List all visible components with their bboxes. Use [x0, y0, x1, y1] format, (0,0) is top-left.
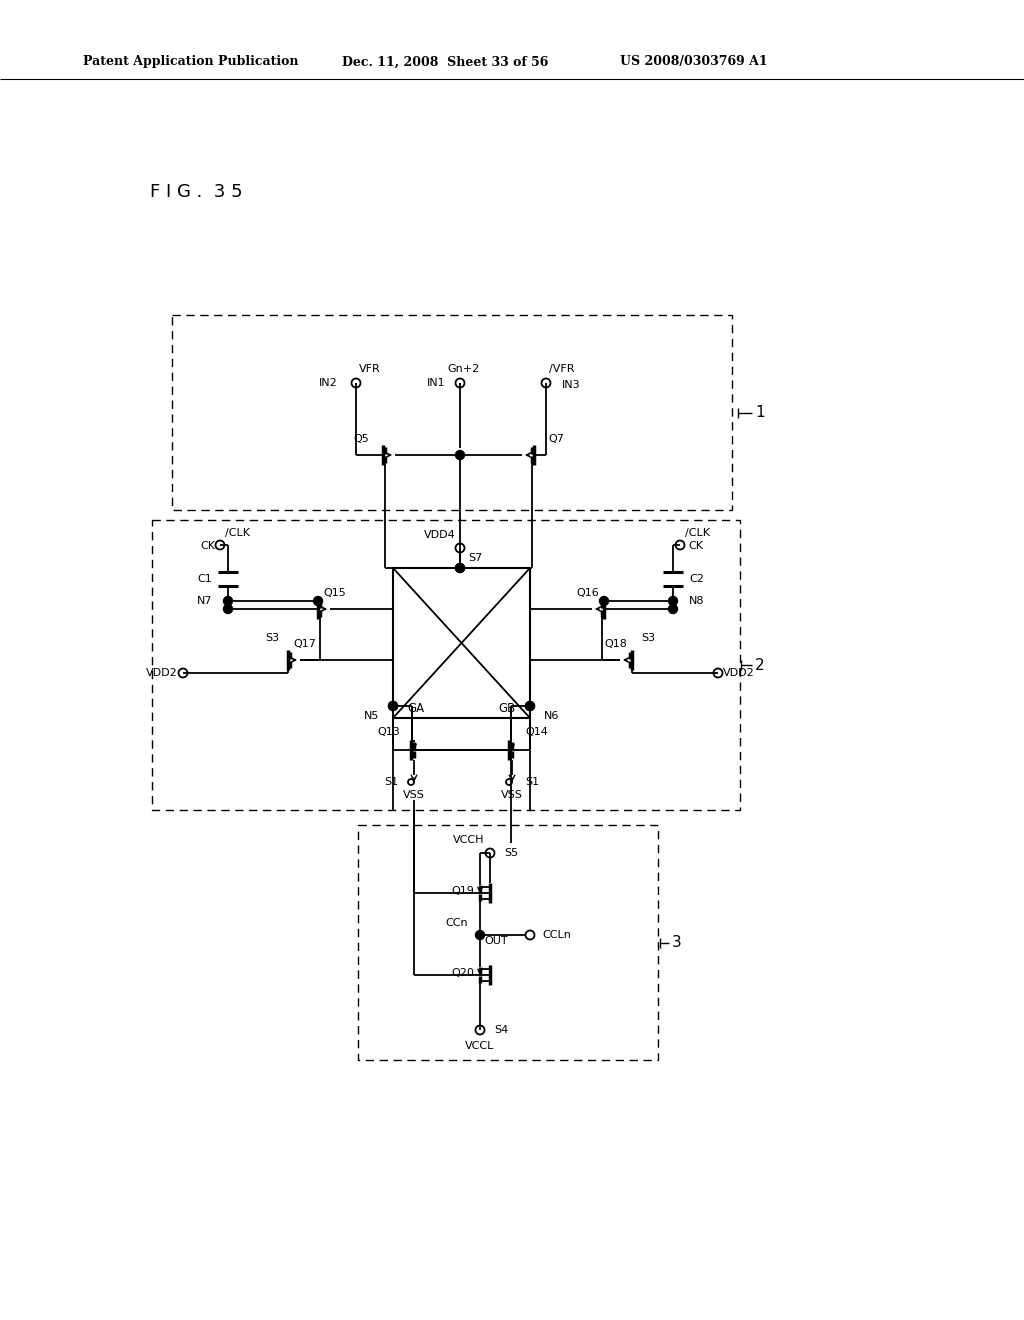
Text: N6: N6 [544, 711, 559, 721]
Circle shape [388, 701, 397, 710]
Text: N7: N7 [197, 597, 212, 606]
Text: S3: S3 [641, 634, 655, 643]
Text: Q19: Q19 [452, 886, 474, 896]
Circle shape [669, 597, 678, 606]
Circle shape [456, 564, 465, 573]
Circle shape [223, 605, 232, 614]
Text: Q18: Q18 [604, 639, 627, 649]
Text: S1: S1 [525, 777, 539, 787]
Text: IN3: IN3 [562, 380, 581, 389]
Circle shape [313, 597, 323, 606]
Text: CK: CK [200, 541, 215, 550]
Bar [152, 520, 740, 810]
Text: Patent Application Publication: Patent Application Publication [83, 55, 299, 69]
Text: S5: S5 [504, 847, 518, 858]
Text: S7: S7 [468, 553, 482, 564]
Text: 2: 2 [755, 657, 765, 672]
Circle shape [525, 701, 535, 710]
Text: Q15: Q15 [323, 587, 346, 598]
Circle shape [456, 564, 465, 573]
Text: GB: GB [499, 701, 516, 714]
Text: Dec. 11, 2008  Sheet 33 of 56: Dec. 11, 2008 Sheet 33 of 56 [342, 55, 549, 69]
Circle shape [525, 701, 535, 710]
Text: VCCH: VCCH [453, 836, 484, 845]
Text: VFR: VFR [359, 364, 381, 374]
Text: N5: N5 [364, 711, 379, 721]
Text: S1: S1 [384, 777, 398, 787]
Text: Q7: Q7 [548, 434, 564, 444]
Text: Q20: Q20 [452, 968, 474, 978]
Bar [358, 825, 658, 1060]
Text: VDD4: VDD4 [424, 531, 456, 540]
Text: VDD2: VDD2 [146, 668, 178, 678]
Text: 3: 3 [672, 935, 682, 950]
Text: Q17: Q17 [293, 639, 315, 649]
Bar [172, 315, 732, 510]
Text: CCn: CCn [445, 917, 468, 928]
Circle shape [388, 701, 397, 710]
Text: OUT: OUT [484, 936, 508, 946]
Text: VDD2: VDD2 [723, 668, 755, 678]
Text: F I G .  3 5: F I G . 3 5 [150, 183, 243, 201]
Text: CK: CK [688, 541, 703, 550]
Text: N8: N8 [689, 597, 705, 606]
Text: US 2008/0303769 A1: US 2008/0303769 A1 [620, 55, 768, 69]
Text: S3: S3 [265, 634, 280, 643]
Text: C1: C1 [198, 574, 212, 583]
Bar [393, 568, 530, 718]
Text: Q14: Q14 [525, 727, 548, 737]
Text: /VFR: /VFR [549, 364, 574, 374]
Text: Q5: Q5 [353, 434, 369, 444]
Circle shape [669, 605, 678, 614]
Circle shape [599, 597, 608, 606]
Text: 1: 1 [755, 405, 765, 420]
Text: IN1: IN1 [427, 378, 446, 388]
Text: CCLn: CCLn [542, 931, 570, 940]
Text: /CLK: /CLK [685, 528, 710, 539]
Text: C2: C2 [689, 574, 703, 583]
Text: Gn+2: Gn+2 [447, 364, 480, 374]
Circle shape [475, 931, 484, 940]
Circle shape [456, 450, 465, 459]
Circle shape [223, 597, 232, 606]
Text: Q16: Q16 [577, 587, 599, 598]
Text: Q13: Q13 [377, 727, 400, 737]
Text: VSS: VSS [501, 789, 523, 800]
Text: VCCL: VCCL [465, 1041, 495, 1051]
Text: /CLK: /CLK [225, 528, 250, 539]
Text: VSS: VSS [403, 789, 425, 800]
Text: GA: GA [407, 701, 424, 714]
Text: IN2: IN2 [319, 378, 338, 388]
Text: S4: S4 [494, 1026, 508, 1035]
